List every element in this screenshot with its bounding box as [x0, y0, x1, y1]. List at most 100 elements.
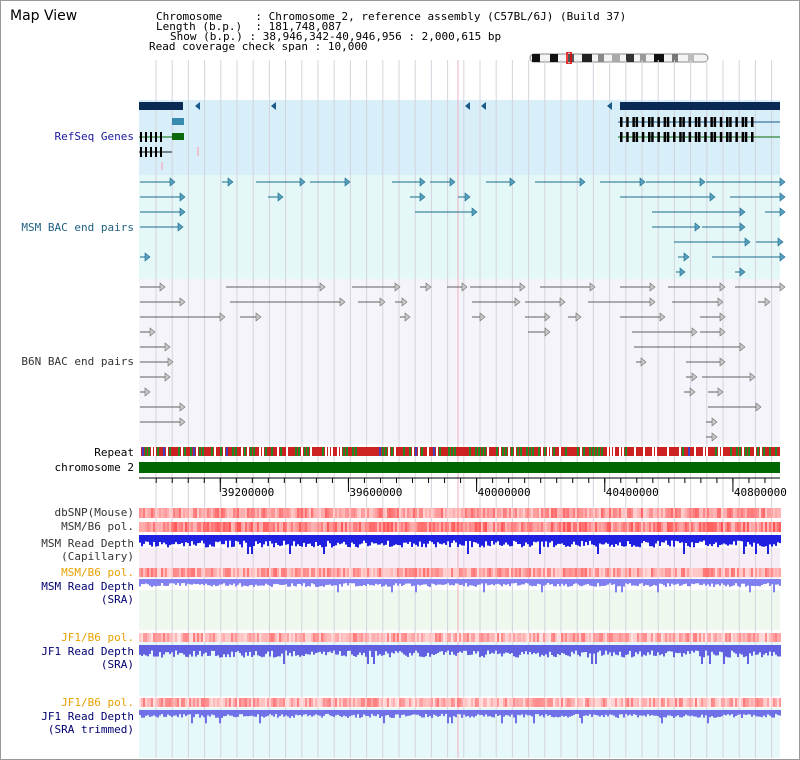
jf1-b6-pol-cell: [677, 698, 679, 707]
msm-depth-sra-bar: [487, 579, 489, 586]
track-label-repeat[interactable]: Repeat: [94, 446, 134, 459]
track-label-msm-depth-capillary[interactable]: MSM Read Depth (Capillary): [41, 537, 134, 563]
jf1-b6-pol-cell: [541, 698, 543, 707]
jf1-depth-trimmed-bar: [651, 710, 653, 715]
jf1-b6-pol-cell: [289, 698, 291, 707]
msm-b6-pol-cell: [153, 568, 155, 577]
dbsnp-cell: [589, 508, 591, 518]
jf1-b6-pol-cell: [479, 633, 481, 642]
track-label-line: (SRA trimmed): [47, 723, 134, 736]
msm-bac-end: [779, 177, 786, 187]
dbsnp-cell: [513, 508, 515, 518]
dbsnp-cell: [673, 508, 675, 518]
msm-depth-capillary-bar: [557, 535, 559, 544]
jf1-depth-sra-bar: [277, 645, 279, 657]
msm-b6-pol-cell: [179, 522, 181, 532]
track-label-chromosome[interactable]: chromosome 2: [54, 461, 134, 474]
msm-b6-pol-cell: [609, 568, 611, 577]
jf1-depth-trimmed-bar: [467, 710, 469, 716]
msm-b6-pol-cell: [329, 568, 331, 577]
dbsnp-cell: [533, 508, 535, 518]
gene-exon: [719, 132, 723, 142]
jf1-depth-trimmed-bar: [221, 710, 223, 719]
msm-b6-pol-cell: [545, 522, 547, 532]
jf1-depth-sra-bar: [735, 645, 737, 654]
jf1-depth-trimmed-bar: [371, 710, 373, 715]
repeat-element: [619, 447, 621, 456]
track-label-jf1-depth-sra[interactable]: JF1 Read Depth (SRA): [41, 645, 134, 671]
jf1-depth-sra-bar: [297, 645, 299, 656]
track-label-jf1-depth-trimmed[interactable]: JF1 Read Depth (SRA trimmed): [41, 710, 134, 736]
msm-b6-pol-cell: [575, 568, 577, 577]
jf1-b6-pol-cell: [547, 633, 549, 642]
jf1-depth-trimmed-bar: [177, 710, 179, 718]
jf1-depth-trimmed-bar: [355, 710, 357, 718]
repeat-element: [613, 447, 615, 456]
track-label-jf1-pol-2[interactable]: JF1/B6 pol.: [61, 696, 134, 709]
msm-depth-capillary-bar: [465, 535, 467, 542]
msm-bac-end: [694, 222, 701, 232]
jf1-b6-pol-cell: [537, 698, 539, 707]
axis-tick-label: 39200000: [221, 486, 274, 499]
jf1-b6-pol-cell: [543, 698, 545, 707]
msm-depth-capillary-bar: [575, 535, 577, 545]
track-label-jf1-pol-1[interactable]: JF1/B6 pol.: [61, 631, 134, 644]
jf1-depth-trimmed-bar: [729, 710, 731, 716]
track-label-dbsnp[interactable]: dbSNP(Mouse): [54, 506, 134, 519]
track-label-refseq[interactable]: RefSeq Genes: [54, 130, 134, 143]
jf1-b6-pol-cell: [397, 633, 399, 642]
track-label-msm-depth-sra[interactable]: MSM Read Depth (SRA): [41, 580, 134, 606]
jf1-depth-sra-bar: [309, 645, 311, 655]
jf1-b6-pol-cell: [371, 633, 373, 642]
msm-b6-pol-cell: [271, 522, 273, 532]
jf1-b6-pol-cell: [667, 698, 669, 707]
jf1-depth-sra-bar: [457, 645, 459, 653]
jf1-b6-pol-cell: [295, 633, 297, 642]
jf1-depth-sra-bar: [403, 645, 405, 655]
msm-depth-sra-bar: [239, 579, 241, 584]
jf1-b6-pol-cell: [169, 698, 171, 707]
dbsnp-cell: [613, 508, 615, 518]
jf1-depth-sra-bar: [473, 645, 475, 652]
msm-depth-capillary-bar: [605, 535, 607, 543]
msm-bac-end: [419, 177, 426, 187]
ideogram-current-view-marker: [566, 52, 572, 64]
track-label-msm-b6-pol-2[interactable]: MSM/B6 pol.: [61, 566, 134, 579]
msm-b6-pol-cell: [723, 568, 725, 577]
jf1-depth-sra-bar: [657, 645, 659, 653]
msm-depth-sra-bar: [191, 579, 193, 585]
msm-depth-capillary-bar: [151, 535, 153, 547]
chromosome-ideogram[interactable]: [528, 52, 712, 64]
msm-b6-pol-cell: [601, 568, 603, 577]
msm-depth-capillary-bar: [293, 535, 295, 542]
jf1-depth-sra-bar: [411, 645, 413, 656]
jf1-depth-trimmed-bar: [585, 710, 587, 716]
dbsnp-cell: [177, 508, 179, 518]
jf1-b6-pol-cell: [311, 633, 313, 642]
msm-depth-sra-bar: [755, 579, 757, 587]
jf1-b6-pol-cell: [701, 633, 703, 642]
msm-depth-sra-bar: [503, 579, 505, 585]
msm-b6-pol-cell: [343, 568, 345, 577]
jf1-b6-pol-cell: [227, 698, 229, 707]
jf1-depth-trimmed-bar: [561, 710, 563, 716]
track-label-msm-bac[interactable]: MSM BAC end pairs: [21, 221, 134, 234]
jf1-depth-sra-bar: [217, 645, 219, 656]
dbsnp-cell: [555, 508, 557, 518]
track-label-b6n-bac[interactable]: B6N BAC end pairs: [21, 355, 134, 368]
msm-depth-sra-bar: [527, 579, 529, 584]
jf1-b6-pol-cell: [709, 698, 711, 707]
jf1-b6-pol-cell: [709, 633, 711, 642]
jf1-b6-pol-cell: [193, 633, 195, 642]
b6n-bac-end: [144, 387, 151, 397]
track-label-msm-b6-pol-1[interactable]: MSM/B6 pol.: [61, 520, 134, 533]
jf1-b6-pol-cell: [425, 698, 427, 707]
jf1-b6-pol-cell: [443, 698, 445, 707]
jf1-depth-sra-bar: [177, 645, 179, 655]
jf1-depth-sra-bar: [597, 645, 599, 653]
repeat-element: [211, 447, 213, 456]
jf1-b6-pol-cell: [739, 633, 741, 642]
msm-b6-pol-cell: [631, 568, 633, 577]
msm-depth-capillary-bar: [457, 535, 459, 547]
